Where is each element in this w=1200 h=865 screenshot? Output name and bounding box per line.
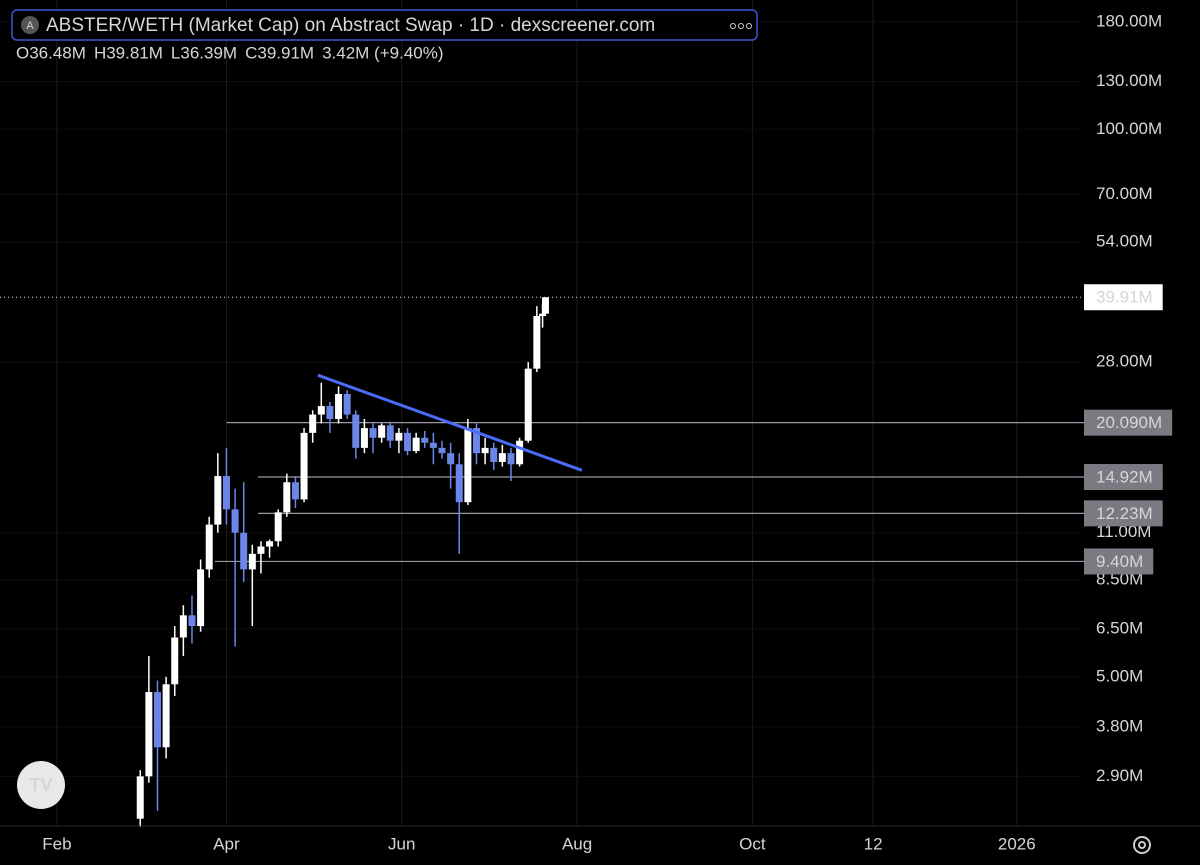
- pair-icon: [21, 16, 39, 34]
- candle-body: [326, 406, 334, 419]
- candle-body: [369, 428, 377, 438]
- candle-body: [541, 297, 549, 314]
- more-icon[interactable]: [730, 23, 752, 29]
- level-label-box: [1084, 409, 1173, 436]
- title-box[interactable]: [11, 9, 758, 41]
- candle-body: [539, 313, 547, 317]
- candle-body: [214, 476, 222, 525]
- candle-body: [231, 509, 239, 533]
- level-label-box: [1084, 464, 1163, 491]
- x-tick-label: Apr: [213, 834, 240, 853]
- candle-body: [197, 569, 205, 627]
- level-label: 14.92M: [1096, 468, 1153, 487]
- candle-body: [317, 406, 325, 415]
- ohlc-label: 3.42M (+9.40%): [322, 43, 443, 62]
- tv-logo[interactable]: [17, 761, 65, 809]
- candle-body: [421, 437, 429, 443]
- candle-body: [291, 482, 299, 500]
- x-tick-label: Oct: [739, 834, 766, 853]
- candle-body: [283, 482, 291, 513]
- candle-body: [386, 425, 394, 441]
- marks: [0, 296, 1084, 827]
- candle-body: [352, 414, 360, 448]
- candle-body: [464, 428, 472, 503]
- candle-body: [378, 425, 386, 438]
- level-label-box: [1084, 500, 1163, 527]
- x-tick-label: Jun: [388, 834, 415, 853]
- candle-body: [248, 553, 256, 570]
- y-tick-label: 28.00M: [1096, 351, 1153, 370]
- ohlc-label: O36.48M: [16, 43, 86, 62]
- candle-body: [455, 464, 463, 503]
- candle-body: [472, 428, 480, 454]
- candle-body: [335, 394, 343, 419]
- y-tick-label: 5.00M: [1096, 666, 1143, 685]
- candle-body: [188, 615, 196, 627]
- candle-body: [153, 692, 161, 748]
- candle-body: [343, 394, 351, 415]
- candle-body: [274, 512, 282, 542]
- candle-body: [257, 546, 265, 554]
- candle-body: [266, 541, 274, 547]
- candle-body: [205, 524, 213, 570]
- level-label: 20.090M: [1096, 413, 1162, 432]
- pair-icon-letter: A: [26, 20, 34, 32]
- candle-body: [533, 316, 541, 369]
- y-tick-label: 11.00M: [1096, 522, 1151, 541]
- level-label: 9.40M: [1096, 552, 1143, 571]
- ohlc-label: L36.39M: [171, 43, 237, 62]
- candle-body: [222, 476, 230, 510]
- level-label-box: [1084, 548, 1154, 575]
- y-tick-label: 6.50M: [1096, 618, 1143, 637]
- settings-icon[interactable]: [1133, 836, 1151, 854]
- level-label: 12.23M: [1096, 504, 1153, 523]
- candle-body: [447, 453, 455, 465]
- y-tick-label: 3.80M: [1096, 716, 1143, 735]
- candle-body: [524, 368, 532, 441]
- ohlc-label: C39.91M: [245, 43, 314, 62]
- candle-body: [309, 414, 317, 433]
- y-tick-label: 100.00M: [1096, 119, 1162, 138]
- candle-body: [179, 615, 187, 638]
- candle-body: [360, 428, 368, 448]
- candle-body: [162, 684, 170, 748]
- candle-body: [481, 447, 489, 454]
- y-tick-label: 54.00M: [1096, 231, 1153, 250]
- x-tick-label: 12: [864, 834, 883, 853]
- candle-body: [412, 437, 420, 452]
- candle-body: [395, 432, 403, 441]
- candle-body: [136, 776, 144, 819]
- candle-body: [438, 447, 446, 454]
- y-tick-label: 180.00M: [1096, 11, 1162, 30]
- ohlc-label: H39.81M: [94, 43, 163, 62]
- tv-logo-text: TV: [29, 775, 52, 795]
- x-tick-label: Feb: [42, 834, 71, 853]
- candle-body: [145, 692, 153, 777]
- last-price-box: [1084, 284, 1163, 311]
- overlay: 180.00M 130.00M 100.00M 70.00M 54.00M 28.00M 1…: [42, 11, 1173, 853]
- candle-body: [490, 447, 498, 462]
- candle-body: [404, 432, 412, 452]
- last-price-label: 39.91M: [1096, 288, 1153, 307]
- candle-body: [171, 637, 179, 685]
- y-tick-label: 70.00M: [1096, 184, 1153, 203]
- trendline: [317, 373, 583, 472]
- candle-body: [507, 453, 515, 465]
- y-tick-label: 130.00M: [1096, 71, 1162, 90]
- candle-body: [498, 453, 506, 462]
- x-tick-label: 2026: [998, 834, 1036, 853]
- candle-body: [516, 440, 524, 465]
- x-tick-label: Aug: [562, 834, 592, 853]
- candle-body: [429, 442, 437, 448]
- ohlc-row: O36.48M H39.81M L36.39M C39.91M 3.42M (+9.40…: [16, 43, 444, 62]
- y-tick-label: 2.90M: [1096, 766, 1143, 785]
- candle-body: [300, 432, 308, 500]
- candle-body: [240, 532, 248, 570]
- chart-title: ABSTER/WETH (Market Cap) on Abstract Swa…: [46, 15, 655, 36]
